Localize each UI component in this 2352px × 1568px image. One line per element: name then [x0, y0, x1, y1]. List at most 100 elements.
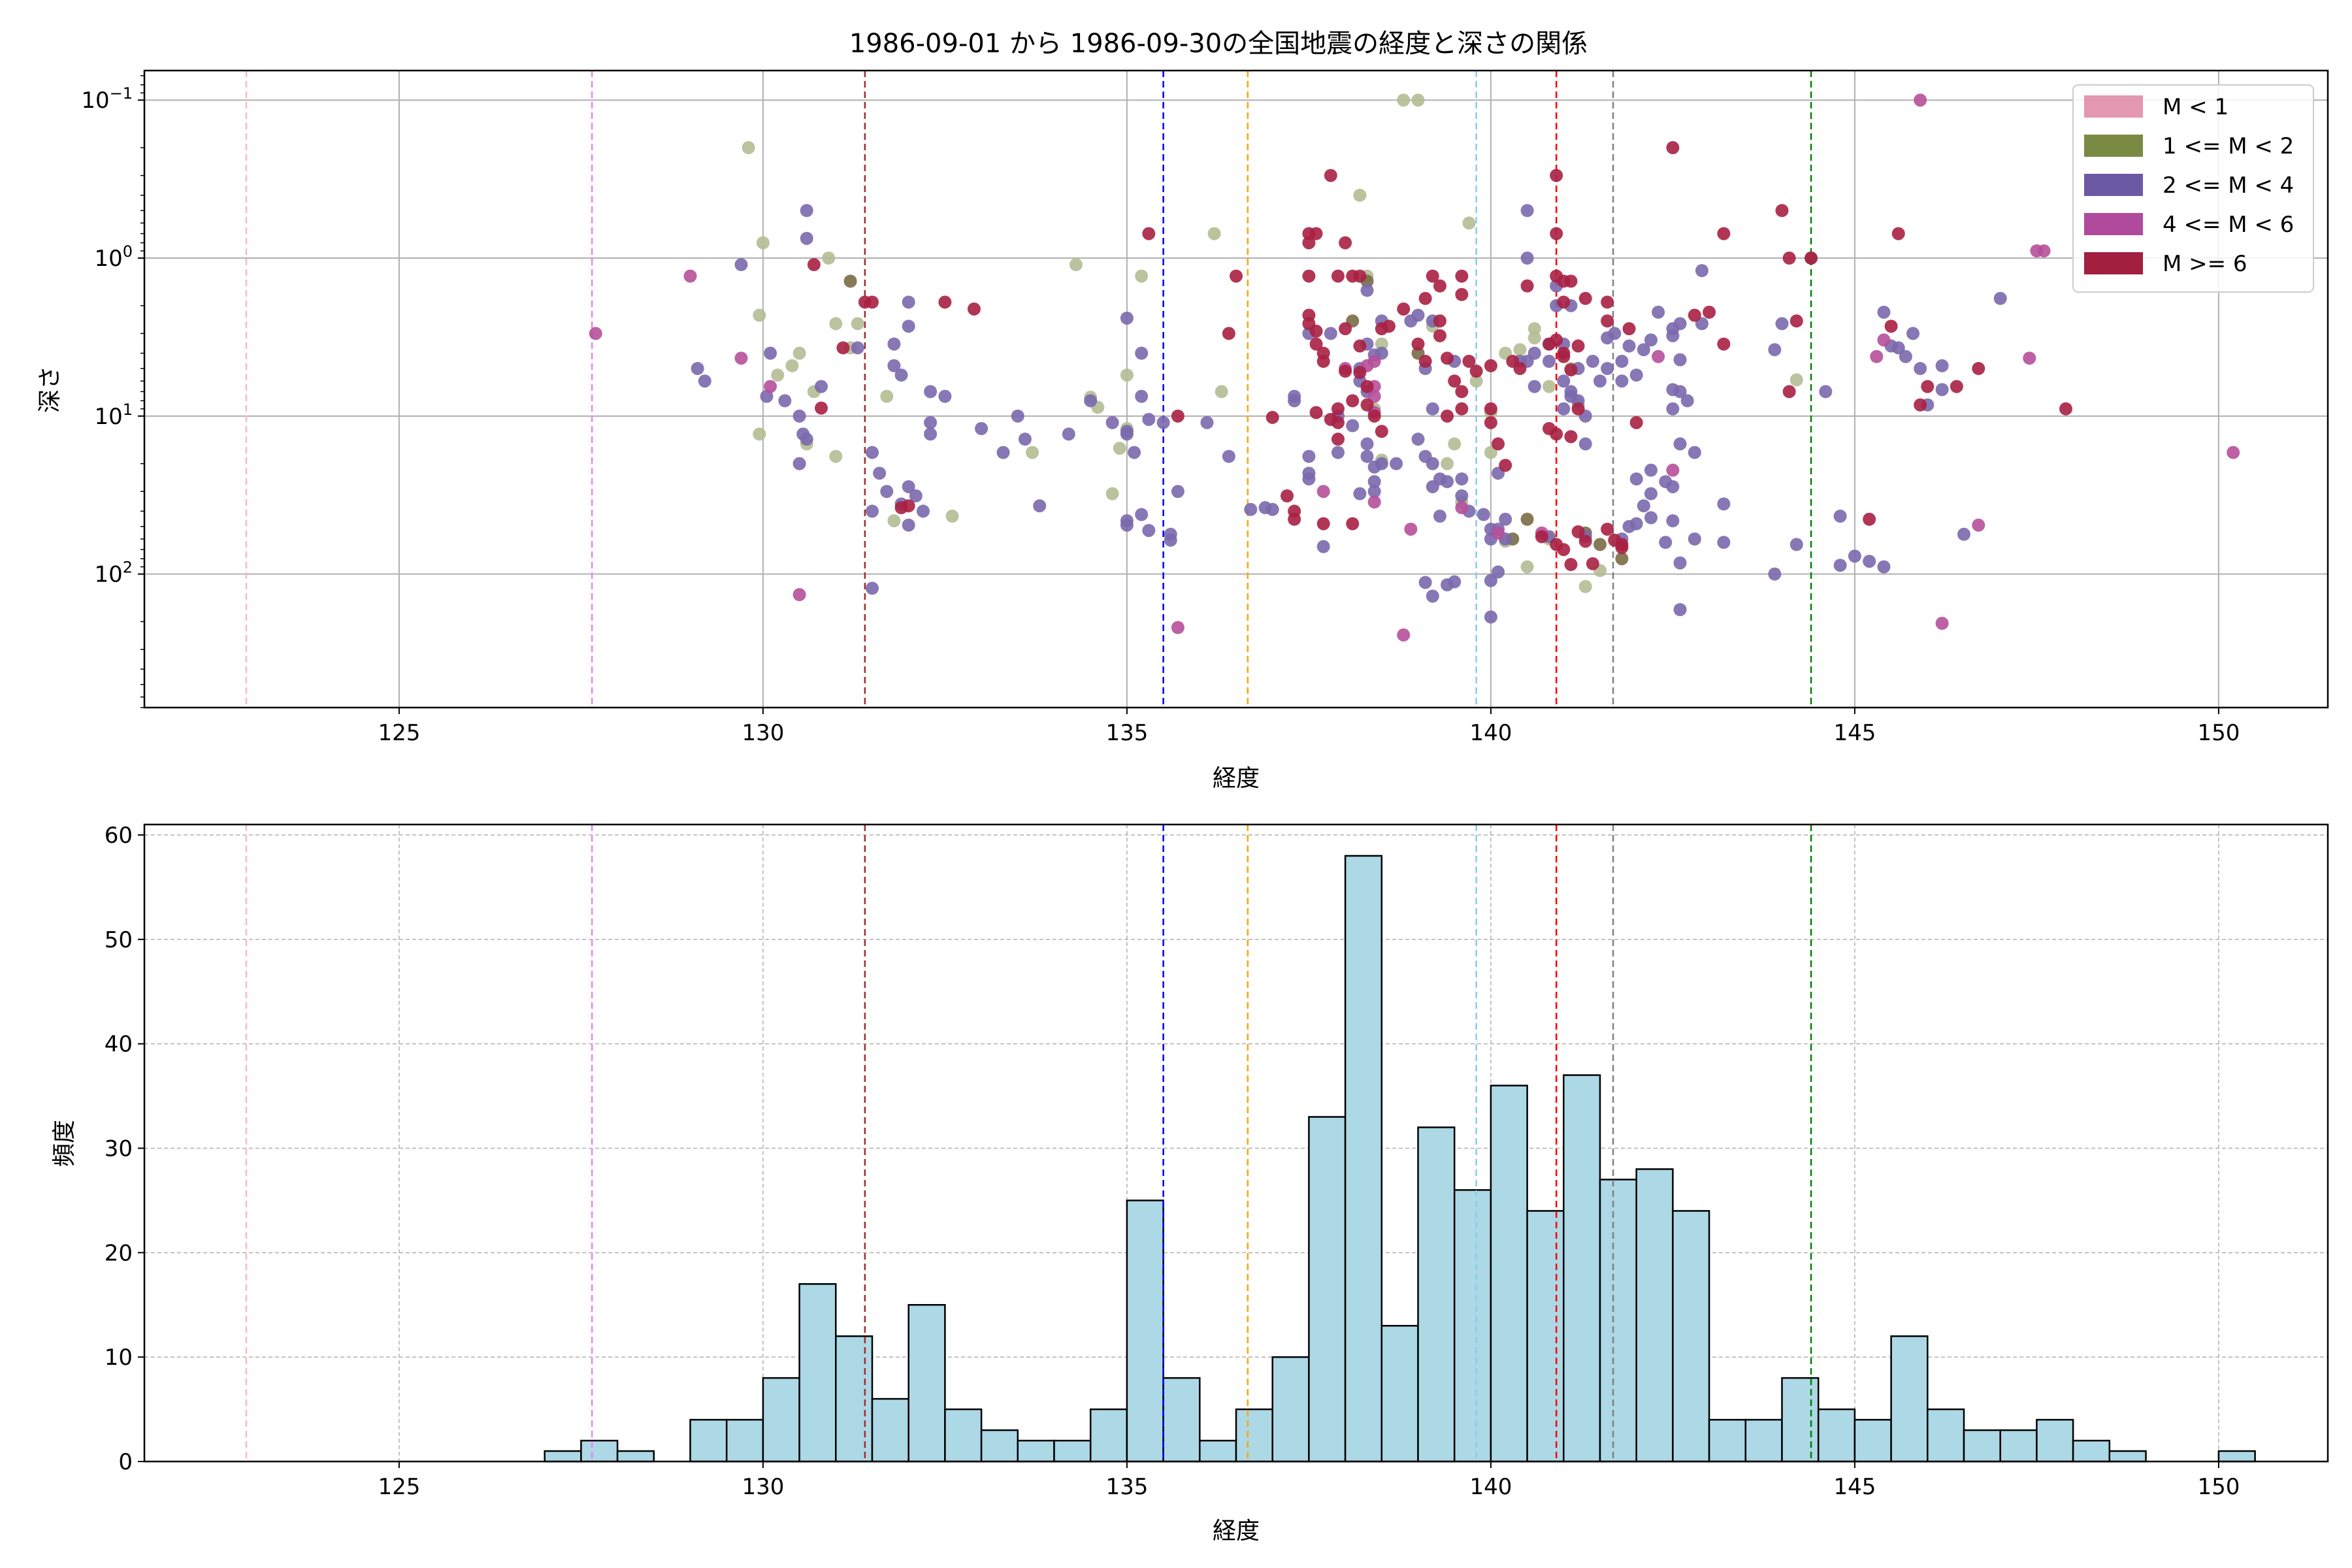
histogram-x-tick-label: 145 — [1833, 1474, 1876, 1500]
scatter-point — [1433, 279, 1446, 293]
scatter-point — [880, 485, 894, 498]
scatter-point — [1346, 419, 1360, 433]
scatter-point — [1644, 511, 1658, 525]
scatter-point — [1564, 274, 1578, 288]
scatter-point — [771, 368, 785, 382]
scatter-point — [836, 341, 850, 355]
scatter-point — [1578, 580, 1592, 593]
scatter-point — [1339, 236, 1352, 250]
scatter-x-tick-label: 125 — [378, 720, 420, 746]
scatter-point — [1309, 227, 1323, 240]
scatter-point — [1601, 295, 1614, 309]
legend-label: 4 <= M < 6 — [2163, 212, 2294, 238]
scatter-point — [1666, 402, 1680, 416]
scatter-point — [909, 489, 923, 502]
scatter-y-tick-label: 101 — [94, 400, 133, 430]
scatter-point — [1135, 508, 1149, 521]
histogram-bar — [1781, 1377, 1820, 1463]
scatter-point — [1652, 305, 1665, 319]
histogram-bar — [1053, 1439, 1092, 1463]
scatter-point — [1426, 457, 1439, 470]
scatter-point — [1360, 449, 1374, 463]
scatter-point — [1557, 295, 1571, 309]
histogram-bar — [1563, 1074, 1601, 1463]
scatter-point — [1469, 365, 1483, 378]
scatter-point — [1870, 350, 1884, 363]
scatter-point — [1418, 576, 1432, 589]
scatter-point — [1543, 354, 1556, 368]
scatter-x-tick-label: 130 — [742, 720, 784, 746]
scatter-point — [1557, 402, 1571, 416]
scatter-point — [1520, 512, 1534, 526]
scatter-point — [1586, 354, 1599, 368]
scatter-point — [1877, 333, 1891, 347]
scatter-point — [945, 510, 959, 523]
scatter-point — [1833, 559, 1847, 572]
scatter-point — [1914, 398, 1927, 412]
scatter-point — [1353, 339, 1367, 353]
scatter-point — [1339, 322, 1352, 336]
scatter-x-tick-label: 145 — [1833, 720, 1876, 746]
scatter-point — [1863, 555, 1876, 568]
scatter-point — [1703, 305, 1716, 319]
scatter-point — [1382, 319, 1396, 333]
histogram-reference-lines — [245, 825, 1812, 1462]
scatter-point — [1062, 427, 1075, 441]
scatter-point — [1411, 308, 1425, 322]
scatter-point — [873, 466, 887, 480]
legend: M < 1 1 <= M < 2 2 <= M < 4 4 <= M < 6 M >= … — [2072, 84, 2314, 293]
histogram-bar — [1744, 1418, 1783, 1463]
scatter-point — [753, 427, 766, 441]
scatter-reference-lines — [245, 71, 1812, 708]
scatter-point — [1520, 279, 1534, 293]
scatter-point — [1484, 416, 1497, 429]
scatter-point — [1367, 460, 1381, 474]
scatter-point — [1914, 362, 1927, 376]
scatter-point — [1360, 380, 1374, 393]
histogram-axes-frame — [143, 823, 2329, 1463]
scatter-point — [1564, 363, 1578, 377]
scatter-point — [1492, 437, 1505, 451]
scatter-point — [1578, 534, 1592, 548]
scatter-point — [1171, 485, 1184, 498]
histogram-x-axis-label: 経度 — [1213, 1518, 1260, 1544]
scatter-point — [792, 409, 806, 423]
scatter-point — [1244, 502, 1258, 516]
scatter-point — [1418, 354, 1432, 368]
histogram-bar — [1490, 1085, 1528, 1463]
scatter-point — [1615, 354, 1629, 368]
scatter-point — [815, 380, 828, 393]
scatter-point — [1877, 560, 1891, 574]
scatter-point — [967, 302, 981, 316]
scatter-point — [1644, 463, 1658, 477]
scatter-point — [1680, 394, 1694, 408]
scatter-point — [1527, 331, 1541, 345]
histogram-bar — [1635, 1168, 1674, 1463]
scatter-point — [1222, 327, 1235, 340]
histogram-y-axis-label: 頻度 — [51, 1120, 78, 1167]
scatter-point — [975, 421, 988, 435]
scatter-point — [1455, 402, 1469, 416]
legend-swatch — [2084, 252, 2143, 274]
scatter-point — [1411, 93, 1425, 107]
scatter-point — [1331, 446, 1345, 459]
scatter-point — [1433, 329, 1446, 342]
scatter-point — [1652, 350, 1665, 363]
scatter-point — [1397, 302, 1411, 316]
scatter-point — [1142, 523, 1156, 537]
scatter-point — [1688, 308, 1701, 322]
scatter-point — [1637, 343, 1650, 357]
scatter-point — [887, 514, 901, 528]
scatter-point — [698, 374, 711, 388]
scatter-point — [1520, 560, 1534, 574]
scatter-point — [843, 274, 857, 288]
scatter-point — [1018, 433, 1032, 446]
scatter-point — [1418, 291, 1432, 305]
histogram-y-tick-label: 10 — [105, 1345, 133, 1371]
scatter-point — [1629, 368, 1643, 382]
histogram-bar — [580, 1439, 619, 1463]
scatter-point — [800, 204, 813, 218]
scatter-point — [1397, 628, 1411, 642]
scatter-point — [764, 380, 777, 393]
scatter-point — [1571, 402, 1585, 416]
